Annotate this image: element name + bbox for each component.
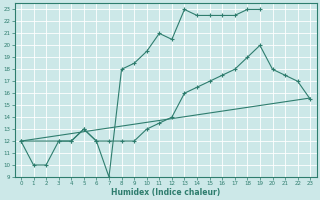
X-axis label: Humidex (Indice chaleur): Humidex (Indice chaleur)	[111, 188, 220, 197]
